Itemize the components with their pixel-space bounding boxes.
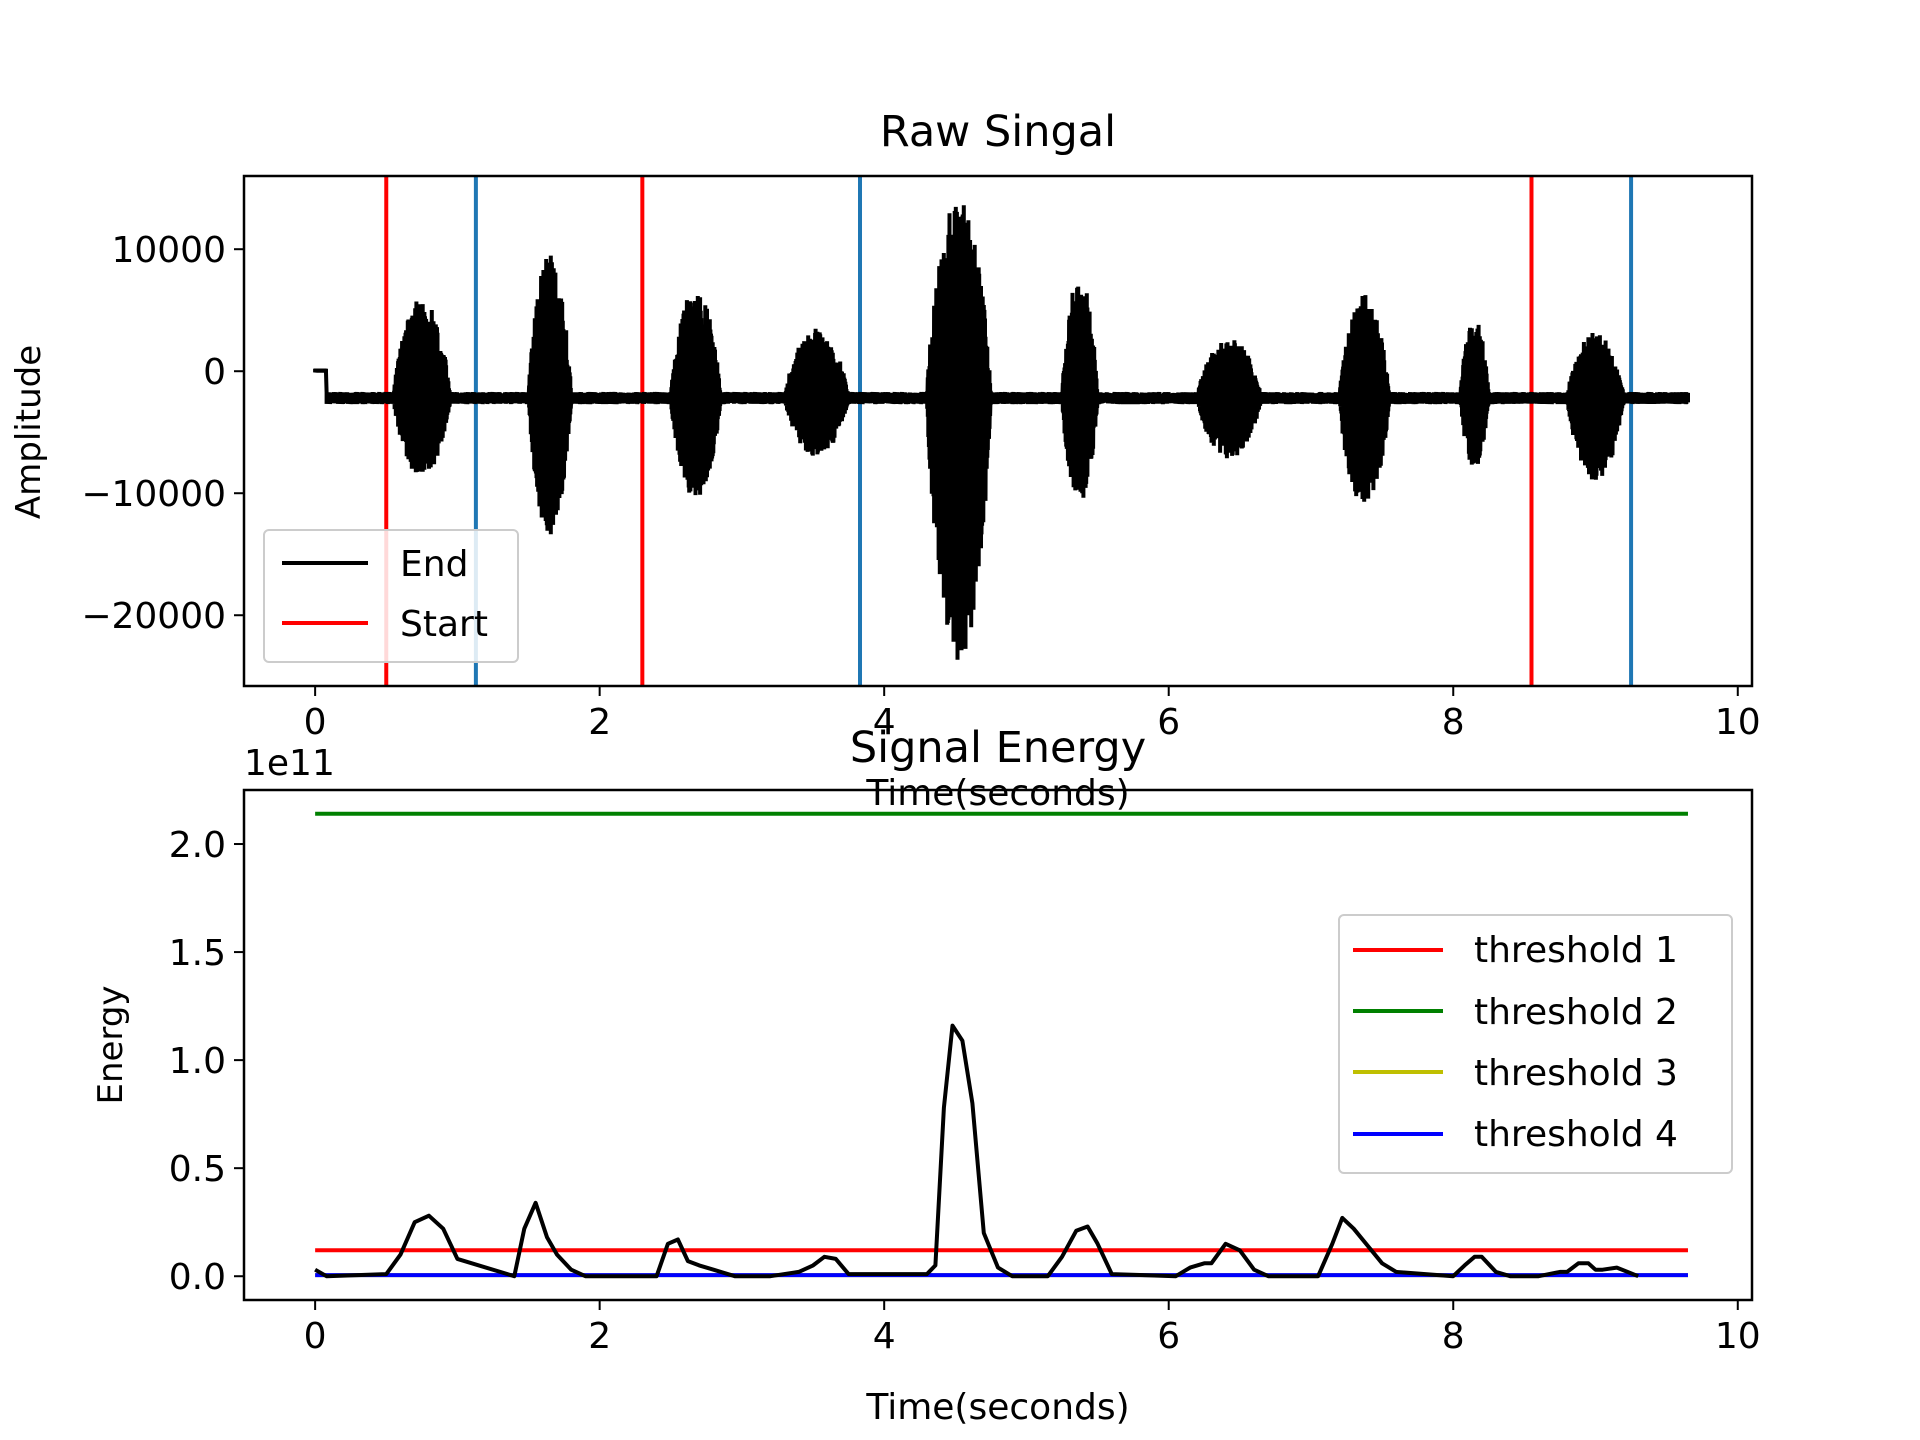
raw-signal-x-ticks: 0 2 4 6 8 10	[304, 686, 1761, 743]
signal-energy-panel: 0 2 4 6 8 10 0.0 0.5 1.0 1.5 2.0 1e11 Energy Time…	[91, 743, 1761, 1428]
raw-signal-legend: End Start	[263, 529, 519, 663]
x-tick-label: 8	[1442, 1316, 1465, 1357]
legend-threshold-2-label: threshold 2	[1474, 992, 1678, 1033]
x-tick-label: 8	[1442, 702, 1465, 743]
x-tick-label: 0	[304, 1316, 327, 1357]
raw-signal-y-ticks: 10000 0 −10000 −20000	[81, 230, 244, 637]
x-tick-label: 4	[873, 1316, 896, 1357]
energy-curve	[314, 1023, 1639, 1279]
raw-signal-axes-frame	[242, 174, 1754, 688]
signal-energy-legend: threshold 1 threshold 2 threshold 3 thre…	[1338, 914, 1733, 1174]
signal-energy-axes-frame	[242, 788, 1754, 1302]
legend-threshold-1-label: threshold 1	[1474, 930, 1678, 971]
y-tick-label: 0.0	[169, 1257, 226, 1298]
y-tick-label: 0	[203, 352, 226, 393]
x-tick-label: 6	[1157, 1316, 1180, 1357]
raw-signal-panel: Raw Singal 0 2 4 6 8 10 10000 0 −10000 −20000 Am…	[9, 107, 1761, 743]
x-tick-label: 2	[588, 702, 611, 743]
raw-signal-legend-start-label: Start	[400, 604, 488, 645]
x-tick-label: 0	[304, 702, 327, 743]
legend-threshold-3-label: threshold 3	[1474, 1053, 1678, 1094]
y-tick-label: 10000	[111, 230, 226, 271]
y-tick-label: −10000	[81, 474, 226, 515]
signal-energy-legend-box	[1338, 914, 1733, 1174]
raw-signal-legend-end-label: End	[400, 544, 468, 585]
x-tick-label: 4	[873, 702, 896, 743]
signal-energy-y-ticks: 0.0 0.5 1.0 1.5 2.0	[169, 825, 244, 1298]
signal-energy-offset-label: 1e11	[244, 743, 335, 784]
signal-energy-y-axis-label: Energy	[91, 985, 131, 1104]
raw-signal-vertical-lines	[384, 176, 1634, 686]
y-tick-label: 2.0	[169, 825, 226, 866]
raw-signal-waveform	[313, 205, 1690, 660]
x-tick-label: 2	[588, 1316, 611, 1357]
raw-signal-trace	[313, 205, 1690, 660]
raw-signal-x-axis-label: Time(seconds)	[865, 773, 1129, 814]
y-tick-label: 0.5	[169, 1149, 226, 1190]
y-tick-label: −20000	[81, 596, 226, 637]
x-tick-label: 6	[1157, 702, 1180, 743]
raw-signal-y-axis-label: Amplitude	[9, 345, 49, 519]
signal-energy-title: Signal Energy	[850, 723, 1146, 773]
x-tick-label: 10	[1715, 1316, 1761, 1357]
y-tick-label: 1.5	[169, 933, 226, 974]
y-tick-label: 1.0	[169, 1041, 226, 1082]
raw-signal-title: Raw Singal	[880, 107, 1116, 157]
x-tick-label: 10	[1715, 702, 1761, 743]
energy-threshold-lines	[315, 811, 1688, 1278]
signal-energy-x-ticks: 0 2 4 6 8 10	[304, 1300, 1761, 1357]
legend-threshold-4-label: threshold 4	[1474, 1114, 1678, 1155]
signal-energy-x-axis-label: Time(seconds)	[865, 1387, 1129, 1428]
